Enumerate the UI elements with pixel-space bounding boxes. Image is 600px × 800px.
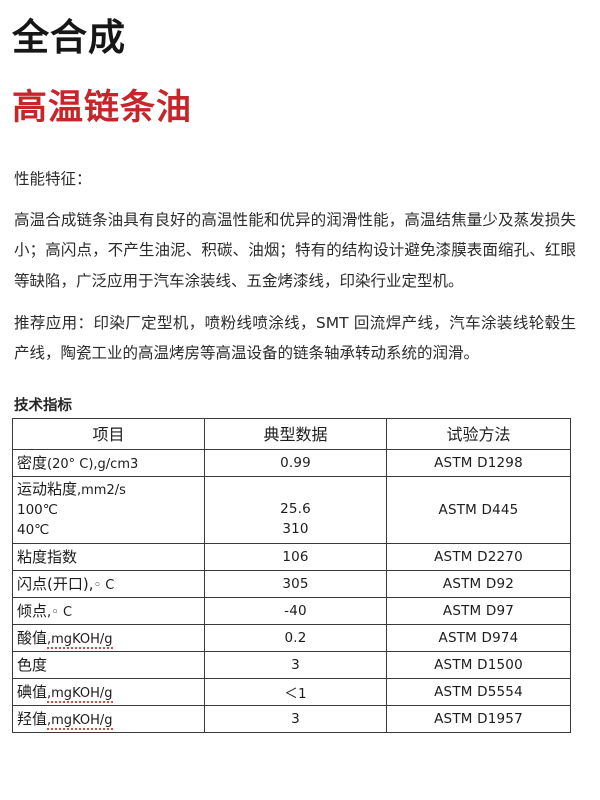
spec-item-name: 闪点(开口), (17, 575, 94, 594)
spec-value: 0.99 (280, 454, 311, 471)
spec-item-cell: 粘度指数 (12, 543, 205, 572)
spec-item-cell: 酸值,mgKOH/g (12, 624, 205, 653)
spec-method: ASTM D445 (438, 501, 519, 518)
table-row: 闪点(开口),◦ C 305 ASTM D92 (12, 570, 571, 599)
spec-method: ASTM D1298 (434, 454, 523, 471)
table-row: 倾点,◦ C -40 ASTM D97 (12, 597, 571, 626)
spec-method-cell: ASTM D2270 (386, 543, 571, 572)
spec-value: 3 (291, 710, 300, 727)
table-row: 碘值,mgKOH/g ＜1 ASTM D5554 (12, 678, 571, 707)
performance-paragraph: 高温合成链条油具有良好的高温性能和优异的润滑性能，高温结焦量少及蒸发损失小；高闪… (14, 211, 576, 290)
spec-item-unit: ◦ C (93, 578, 115, 594)
table-header-row: 项目 典型数据 试验方法 (12, 418, 571, 451)
table-row: 密度(20° C),g/cm3 0.99 ASTM D1298 (12, 449, 571, 478)
spec-method: ASTM D974 (438, 629, 519, 646)
spec-value: ＜1 (284, 685, 307, 702)
spec-value: 305 (282, 575, 309, 592)
table-row: 羟值,mgKOH/g 3 ASTM D1957 (12, 705, 571, 734)
table-row: 色度 3 ASTM D1500 (12, 651, 571, 680)
table-row: 粘度指数 106 ASTM D2270 (12, 543, 571, 572)
spec-value-cell: 25.6 310 (204, 476, 387, 545)
spec-value-cell: 3 (204, 705, 387, 734)
spec-item-unit: ,mgKOH/g (47, 686, 113, 704)
spec-item-cell: 运动粘度,mm2/s 100℃ 40℃ (12, 476, 205, 545)
spec-method: ASTM D1500 (434, 656, 523, 673)
spec-method-cell: ASTM D445 (386, 476, 571, 545)
spec-item-cell: 密度(20° C),g/cm3 (12, 449, 205, 478)
spec-item-name: 粘度指数 (17, 548, 78, 567)
table-row: 酸值,mgKOH/g 0.2 ASTM D974 (12, 624, 571, 653)
column-header-typical-data: 典型数据 (204, 418, 387, 451)
spec-method-cell: ASTM D1298 (386, 449, 571, 478)
table-row: 运动粘度,mm2/s 100℃ 40℃ 25.6 310 ASTM D445 (12, 476, 571, 545)
spec-table-caption: 技术指标 (14, 398, 72, 415)
spec-item-cell: 闪点(开口),◦ C (12, 570, 205, 599)
spec-value-cell: 3 (204, 651, 387, 680)
page-title: 全合成 (12, 16, 126, 59)
spec-value: -40 (284, 602, 307, 619)
spec-value-cell: 0.99 (204, 449, 387, 478)
spec-subitem-100c: 100℃ (17, 502, 58, 519)
spec-method-cell: ASTM D974 (386, 624, 571, 653)
product-name-title: 高温链条油 (12, 87, 193, 128)
spec-item-title-line: 运动粘度,mm2/s (17, 479, 204, 501)
spec-method-cell: ASTM D5554 (386, 678, 571, 707)
spec-value-cell: 305 (204, 570, 387, 599)
spec-method: ASTM D5554 (434, 683, 523, 700)
spec-method-cell: ASTM D92 (386, 570, 571, 599)
spec-table-head: 项目 典型数据 试验方法 (12, 418, 571, 451)
spec-item-unit: ,◦ C (47, 605, 73, 621)
spec-item-name: 羟值 (17, 710, 48, 729)
spec-item-name: 酸值 (17, 629, 48, 648)
spec-value-40c: 310 (282, 520, 309, 537)
spec-item-unit: ,mm2/s (77, 483, 126, 499)
spec-method: ASTM D92 (442, 575, 515, 592)
spec-item-name: 色度 (17, 656, 48, 675)
spec-method: ASTM D1957 (434, 710, 523, 727)
spec-item-name: 密度 (17, 454, 48, 473)
spec-value-100c: 25.6 (280, 501, 311, 517)
spec-item-name: 运动粘度 (17, 480, 78, 499)
spec-value-cell: 0.2 (204, 624, 387, 653)
spec-item-unit: (20° C),g/cm3 (47, 457, 139, 473)
spec-method: ASTM D2270 (434, 548, 523, 565)
spec-table: 项目 典型数据 试验方法 密度(20° C),g/cm3 0.99 ASTM D… (12, 418, 571, 734)
performance-section: 性能特征： 高温合成链条油具有良好的高温性能和优异的润滑性能，高温结焦量少及蒸发… (12, 167, 588, 368)
spec-item-unit: ,mgKOH/g (47, 632, 113, 650)
spec-value-cell: -40 (204, 597, 387, 626)
spec-item-unit: ,mgKOH/g (47, 713, 113, 731)
spec-item-name: 碘值 (17, 683, 48, 702)
spec-value: 3 (291, 656, 300, 673)
applications-paragraph: 推荐应用：印染厂定型机，喷粉线喷涂线，SMT 回流焊产线，汽车涂装线轮毂生产线，… (14, 313, 576, 363)
column-header-test-method: 试验方法 (386, 418, 571, 451)
spec-value-cell: ＜1 (204, 678, 387, 707)
spec-item-cell: 倾点,◦ C (12, 597, 205, 626)
spec-method: ASTM D97 (442, 602, 515, 619)
spec-item-cell: 碘值,mgKOH/g (12, 678, 205, 707)
spec-method-cell: ASTM D1957 (386, 705, 571, 734)
spec-item-name: 倾点 (17, 602, 48, 621)
spec-item-cell: 羟值,mgKOH/g (12, 705, 205, 734)
spec-value-cell: 106 (204, 543, 387, 572)
spec-value: 0.2 (284, 629, 307, 646)
performance-heading: 性能特征： (14, 170, 92, 189)
spec-method-cell: ASTM D97 (386, 597, 571, 626)
spec-table-body: 密度(20° C),g/cm3 0.99 ASTM D1298 运动粘度,mm2… (12, 449, 571, 734)
column-header-item: 项目 (12, 418, 205, 451)
spec-subitem-40c: 40℃ (17, 521, 50, 538)
spec-method-cell: ASTM D1500 (386, 651, 571, 680)
spec-item-cell: 色度 (12, 651, 205, 680)
spec-value: 106 (282, 548, 309, 565)
